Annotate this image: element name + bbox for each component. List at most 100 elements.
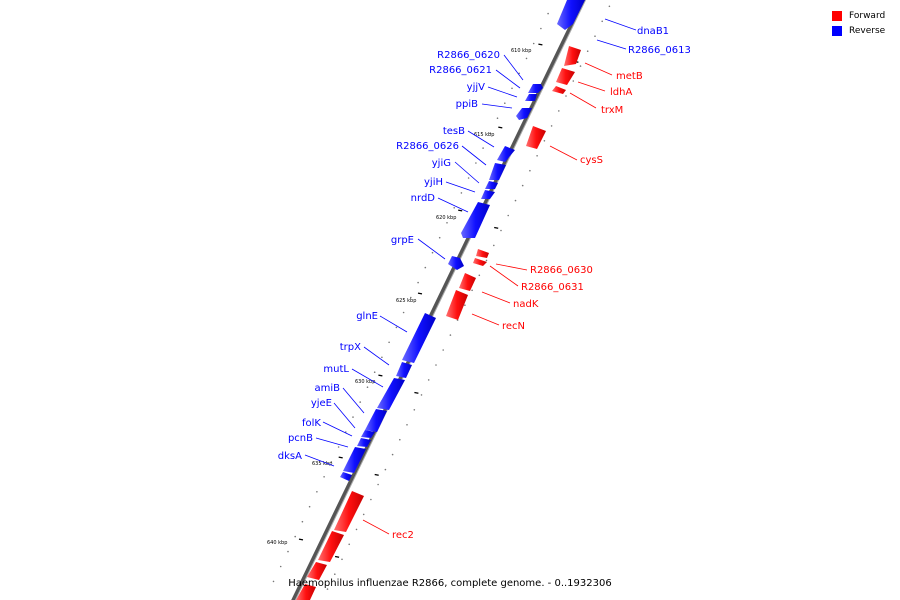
gene-feature-reverse[interactable] [340, 472, 352, 481]
gene-feature-reverse[interactable] [516, 108, 532, 120]
gene-feature-forward[interactable] [556, 68, 575, 85]
gene-feature-forward[interactable] [334, 491, 364, 532]
scale-dot [446, 222, 448, 224]
scale-dot [431, 251, 434, 254]
gene-label-dksA[interactable]: dksA [278, 451, 302, 462]
gene-label-grpE[interactable]: grpE [391, 235, 414, 246]
gene-feature-reverse[interactable] [448, 256, 464, 270]
scale-tick [374, 473, 379, 476]
scale-dot [489, 132, 492, 134]
gene-label-R2866_0621[interactable]: R2866_0621 [429, 65, 492, 76]
gene-label-R2866_0620[interactable]: R2866_0620 [437, 50, 500, 61]
gene-label-cysS[interactable]: cysS [580, 155, 603, 166]
gene-feature-reverse[interactable] [485, 181, 498, 189]
scale-labels: 610 kbp 615 kbp 620 kbp 625 kbp 630 kbp … [267, 48, 531, 546]
gene-feature-reverse[interactable] [396, 362, 412, 378]
gene-feature-reverse[interactable] [489, 163, 506, 180]
gene-feature-reverse[interactable] [343, 447, 366, 473]
gene-feature-forward[interactable] [446, 290, 468, 320]
gene-label-trxM[interactable]: trxM [601, 105, 623, 116]
gene-feature-reverse[interactable] [481, 190, 495, 199]
scale-dot [377, 483, 379, 486]
scale-dot [359, 401, 362, 403]
scale-dot [511, 87, 513, 90]
scale-dot [370, 498, 372, 501]
scale-dot [464, 304, 466, 307]
gene-labels: dnaB1 R2866_0613 metB ldhA trxM R2866_06… [278, 26, 691, 541]
gene-label-yjjV[interactable]: yjjV [467, 82, 485, 93]
gene-label-metB[interactable]: metB [616, 71, 643, 82]
gene-feature-reverse[interactable] [497, 146, 515, 162]
gene-feature-forward[interactable] [564, 46, 581, 66]
scale-label: 625 kbp [396, 298, 416, 304]
gene-label-rec2[interactable]: rec2 [392, 530, 414, 541]
gene-label-nrdD[interactable]: nrdD [411, 193, 436, 204]
scale-dot [399, 438, 401, 441]
scale-dot [308, 505, 311, 508]
gene-feature-forward[interactable] [473, 258, 487, 266]
gene-label-nadK[interactable]: nadK [513, 299, 539, 310]
scale-dot [518, 72, 520, 75]
scale-dot [493, 244, 495, 247]
gene-feature-reverse[interactable] [402, 313, 436, 363]
scale-dot [402, 311, 405, 314]
gene-feature-forward[interactable] [552, 86, 566, 94]
gene-label-tesB[interactable]: tesB [443, 126, 465, 137]
scale-dot [547, 12, 549, 15]
gene-label-yjiH[interactable]: yjiH [424, 177, 443, 188]
scale-dot [608, 5, 611, 8]
gene-label-R2866_0613[interactable]: R2866_0613 [628, 45, 691, 56]
gene-feature-forward[interactable] [476, 249, 489, 258]
scale-dot [579, 65, 582, 67]
scale-dot [565, 95, 567, 97]
gene-label-mutL[interactable]: mutL [323, 364, 349, 375]
scale-dot [482, 147, 484, 149]
scale-dot [420, 394, 423, 396]
gene-label-ldhA[interactable]: ldhA [610, 87, 632, 98]
scale-label: 610 kbp [511, 48, 531, 54]
gene-label-pcnB[interactable]: pcnB [288, 433, 313, 444]
gene-label-yjiG[interactable]: yjiG [432, 158, 451, 169]
gene-feature-forward[interactable] [526, 126, 546, 149]
gene-label-yjeE[interactable]: yjeE [311, 398, 332, 409]
gene-feature-reverse[interactable] [365, 409, 387, 432]
gene-feature-forward[interactable] [307, 562, 327, 580]
gene-label-amiB[interactable]: amiB [314, 383, 340, 394]
gene-label-dnaB1[interactable]: dnaB1 [637, 26, 669, 37]
gene-feature-forward[interactable] [318, 531, 344, 562]
gene-label-R2866_0630[interactable]: R2866_0630 [530, 265, 593, 276]
scale-dot [348, 543, 351, 546]
legend-reverse: Reverse [832, 23, 892, 38]
gene-feature-reverse[interactable] [461, 202, 490, 238]
gene-label-trpX[interactable]: trpX [340, 342, 361, 353]
gene-feature-reverse[interactable] [377, 378, 405, 410]
gene-label-recN[interactable]: recN [502, 321, 525, 332]
scale-dot [384, 468, 387, 471]
gene-label-glnE[interactable]: glnE [356, 311, 378, 322]
scale-label: 630 kbp [355, 379, 375, 385]
gene-feature-reverse[interactable] [525, 94, 537, 101]
scale-label: 620 kbp [436, 215, 456, 221]
scale-dot [453, 207, 456, 209]
scale-dot [410, 296, 412, 299]
gene-label-ppiB[interactable]: ppiB [456, 99, 478, 110]
gene-feature-reverse[interactable] [361, 430, 375, 438]
gene-feature-forward[interactable] [459, 273, 476, 291]
gene-feature-reverse[interactable] [557, 0, 585, 30]
gene-label-folK[interactable]: folK [302, 418, 321, 429]
legend-forward: Forward [832, 8, 892, 23]
gene-feature-reverse[interactable] [528, 84, 543, 93]
scale-dot [341, 558, 343, 561]
gene-feature-reverse[interactable] [357, 438, 371, 447]
scale-tick [378, 374, 383, 377]
scale-dot [550, 125, 553, 127]
gene-feature-forward[interactable] [296, 584, 316, 600]
scale-dot [471, 289, 473, 292]
gene-label-R2866_0631[interactable]: R2866_0631 [521, 282, 584, 293]
scale-tick [338, 456, 343, 459]
gene-label-R2866_0626[interactable]: R2866_0626 [396, 141, 459, 152]
scale-dot [435, 364, 437, 366]
scale-dot [601, 20, 603, 23]
reverse-genes [340, 0, 585, 481]
